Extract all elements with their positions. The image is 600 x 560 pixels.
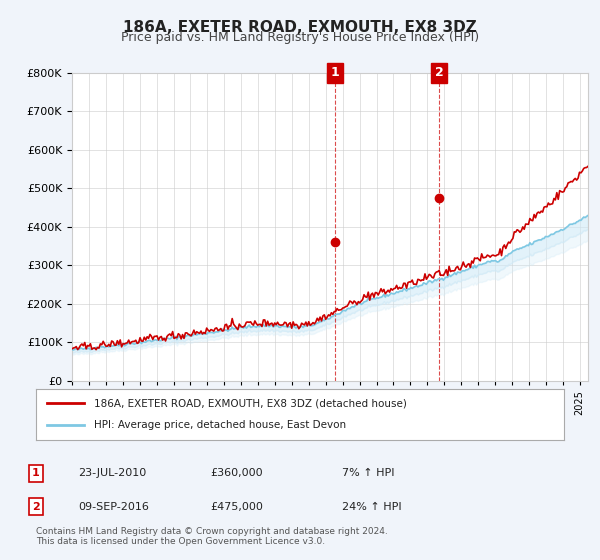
Text: 09-SEP-2016: 09-SEP-2016 (78, 502, 149, 512)
Text: Price paid vs. HM Land Registry's House Price Index (HPI): Price paid vs. HM Land Registry's House … (121, 31, 479, 44)
Text: £475,000: £475,000 (210, 502, 263, 512)
Text: HPI: Average price, detached house, East Devon: HPI: Average price, detached house, East… (94, 421, 346, 431)
Text: 23-JUL-2010: 23-JUL-2010 (78, 468, 146, 478)
Text: £360,000: £360,000 (210, 468, 263, 478)
Text: 186A, EXETER ROAD, EXMOUTH, EX8 3DZ (detached house): 186A, EXETER ROAD, EXMOUTH, EX8 3DZ (det… (94, 398, 407, 408)
Text: 186A, EXETER ROAD, EXMOUTH, EX8 3DZ: 186A, EXETER ROAD, EXMOUTH, EX8 3DZ (123, 20, 477, 35)
Text: 2: 2 (434, 66, 443, 80)
Text: 1: 1 (331, 66, 340, 80)
Text: Contains HM Land Registry data © Crown copyright and database right 2024.
This d: Contains HM Land Registry data © Crown c… (36, 526, 388, 546)
Text: 2: 2 (32, 502, 40, 512)
Text: 7% ↑ HPI: 7% ↑ HPI (342, 468, 395, 478)
Text: 1: 1 (32, 468, 40, 478)
Text: 24% ↑ HPI: 24% ↑ HPI (342, 502, 401, 512)
